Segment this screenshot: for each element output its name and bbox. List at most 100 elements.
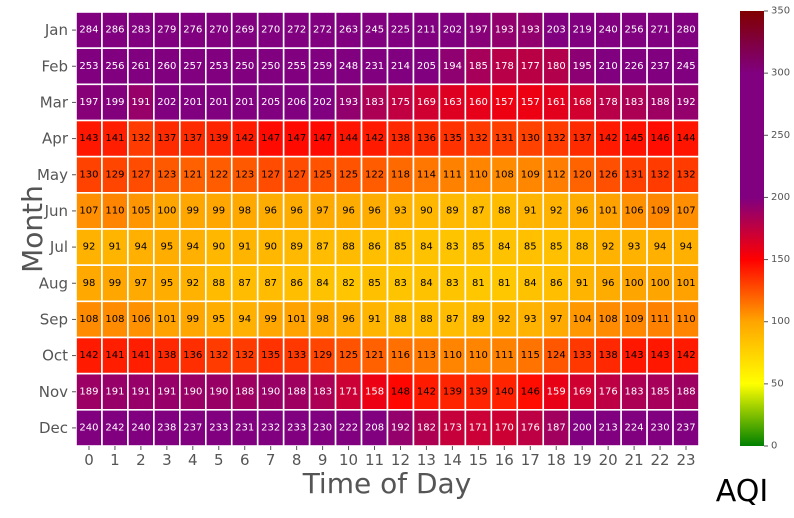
heatmap-cell-label: 91 (109, 242, 122, 253)
heatmap-cell-label: 91 (524, 205, 537, 216)
heatmap-cell-label: 202 (313, 97, 332, 108)
x-tick-label: 3 (162, 451, 172, 469)
heatmap-cell-label: 137 (183, 133, 202, 144)
y-tick-label: Aug (39, 274, 68, 292)
y-tick-label: Jun (44, 202, 68, 220)
heatmap-cell (282, 119, 311, 158)
heatmap-cell-label: 104 (573, 314, 592, 325)
heatmap-cell-label: 286 (105, 25, 124, 36)
heatmap-cell-label: 191 (131, 386, 150, 397)
heatmap-cell-label: 190 (183, 386, 202, 397)
heatmap-cell (516, 336, 545, 375)
heatmap-cell-label: 175 (391, 97, 410, 108)
heatmap-cell-label: 115 (521, 350, 540, 361)
heatmap-cell-label: 81 (498, 278, 511, 289)
heatmap-cell-label: 189 (79, 386, 98, 397)
heatmap-cell-label: 89 (472, 314, 485, 325)
heatmap-cell-label: 82 (342, 278, 355, 289)
heatmap-cell (230, 372, 259, 411)
x-tick-label: 21 (625, 451, 644, 469)
heatmap-cell-label: 231 (235, 422, 254, 433)
heatmap-cell-label: 238 (157, 422, 176, 433)
heatmap-cell-label: 177 (521, 61, 540, 72)
heatmap-cell-label: 122 (365, 169, 384, 180)
heatmap-cell (256, 409, 285, 447)
heatmap-cell (672, 11, 700, 49)
x-tick-label: 7 (266, 451, 276, 469)
heatmap-cell-label: 240 (131, 422, 150, 433)
heatmap-cell-label: 183 (625, 386, 644, 397)
heatmap-cell (256, 155, 285, 194)
heatmap-cell-label: 112 (547, 169, 566, 180)
heatmap-cell-label: 85 (368, 278, 381, 289)
x-tick-label: 19 (573, 451, 592, 469)
heatmap-cell (230, 119, 259, 158)
heatmap-cell-label: 88 (498, 205, 511, 216)
heatmap-cell-label: 97 (550, 314, 563, 325)
heatmap-cell-label: 250 (235, 61, 254, 72)
heatmap-cell (282, 336, 311, 375)
heatmap-cell-label: 141 (131, 350, 150, 361)
heatmap-cell-label: 83 (446, 278, 459, 289)
heatmap-cell-label: 272 (287, 25, 306, 36)
heatmap-cell-label: 176 (521, 422, 540, 433)
heatmap-cell (308, 300, 337, 339)
heatmap-cell (568, 372, 596, 411)
heatmap-cell-label: 132 (651, 169, 670, 180)
heatmap-cell-label: 91 (238, 242, 251, 253)
heatmap-cell-label: 201 (235, 97, 254, 108)
heatmap-cell (282, 372, 311, 411)
heatmap-cell-label: 87 (264, 278, 277, 289)
heatmap-cell-label: 109 (651, 205, 670, 216)
heatmap-cell-label: 136 (417, 133, 436, 144)
heatmap-cell-label: 245 (365, 25, 384, 36)
heatmap-cell-label: 255 (287, 61, 306, 72)
heatmap-cell (412, 409, 441, 447)
heatmap-cell-label: 205 (261, 97, 280, 108)
heatmap-cell-label: 191 (157, 386, 176, 397)
heatmap-cell-label: 224 (625, 422, 644, 433)
heatmap-cell-label: 121 (183, 169, 202, 180)
heatmap-cell-label: 132 (676, 169, 695, 180)
colorbar-tick-label: 150 (771, 254, 790, 265)
heatmap-cell (490, 11, 519, 49)
heatmap-cell-label: 132 (131, 133, 150, 144)
heatmap-cell-label: 191 (105, 386, 124, 397)
heatmap-cell-label: 230 (651, 422, 670, 433)
heatmap-cell-label: 136 (183, 350, 202, 361)
heatmap-cell-label: 99 (264, 314, 277, 325)
heatmap-cell-label: 111 (495, 350, 514, 361)
heatmap-cell-label: 263 (339, 25, 358, 36)
heatmap-cell-label: 88 (394, 314, 407, 325)
heatmap-cell-label: 94 (680, 242, 693, 253)
heatmap-cell-label: 168 (573, 97, 592, 108)
y-tick-label: Oct (42, 347, 68, 365)
heatmap-cell-label: 132 (547, 133, 566, 144)
heatmap-cell-label: 93 (394, 205, 407, 216)
heatmap-cell-label: 143 (625, 350, 644, 361)
heatmap-cell-label: 125 (339, 350, 358, 361)
heatmap-cell-label: 195 (573, 61, 592, 72)
heatmap-cell (204, 336, 233, 375)
heatmap-cell-label: 183 (625, 97, 644, 108)
heatmap-cell (646, 372, 674, 411)
heatmap-cell (568, 264, 596, 303)
heatmap-cell-label: 93 (628, 242, 641, 253)
heatmap-cell-label: 178 (599, 97, 618, 108)
heatmap-cell-label: 144 (339, 133, 358, 144)
heatmap-cell-label: 137 (573, 133, 592, 144)
heatmap-cell-label: 131 (625, 169, 644, 180)
heatmap-cell-label: 142 (417, 386, 436, 397)
heatmap-cell-label: 190 (261, 386, 280, 397)
heatmap-cell-label: 84 (420, 278, 433, 289)
heatmap-cell (672, 192, 700, 230)
heatmap-cell (464, 83, 493, 122)
heatmap-cell (127, 47, 155, 86)
heatmap-cell (412, 300, 441, 339)
heatmap-cell (412, 192, 441, 230)
heatmap-cell-label: 185 (651, 386, 670, 397)
heatmap-cell-label: 127 (131, 169, 150, 180)
heatmap-cell (204, 119, 233, 158)
heatmap-cell-label: 96 (368, 205, 381, 216)
